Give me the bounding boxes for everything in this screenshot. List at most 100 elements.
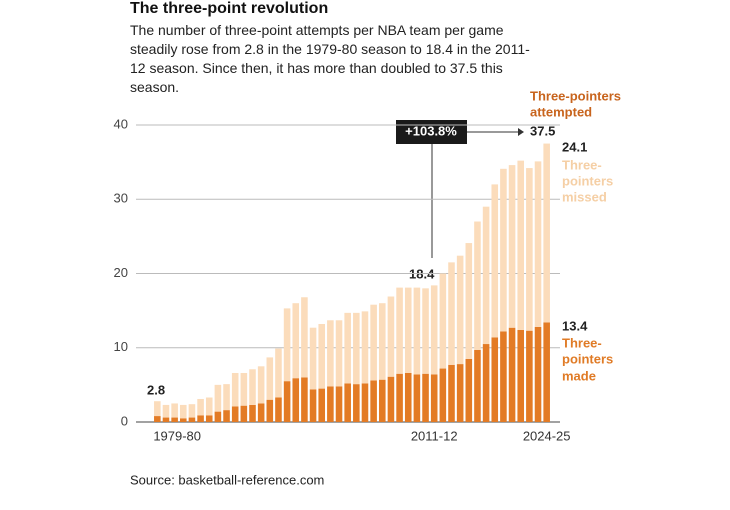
bar-segment — [327, 320, 334, 387]
bar-segment — [439, 368, 447, 422]
arrow-head — [518, 128, 524, 136]
bar-segment — [534, 326, 542, 422]
bar-segment — [534, 161, 542, 327]
bar-segment — [223, 384, 230, 411]
series-label: made — [562, 368, 596, 383]
bar-segment — [240, 372, 248, 406]
bar-segment — [249, 404, 256, 422]
bar-segment — [292, 303, 300, 379]
y-tick-label: 20 — [114, 265, 128, 280]
bar-segment — [231, 406, 239, 422]
bar-segment — [474, 349, 481, 422]
annotation: 24.1 — [562, 139, 587, 154]
bar-segment — [249, 369, 256, 405]
bar-segment — [171, 417, 178, 422]
bar-segment — [387, 376, 395, 422]
bar-segment — [422, 373, 429, 422]
bar-segment — [188, 404, 196, 418]
bar-segment — [344, 312, 351, 384]
series-label: missed — [562, 189, 607, 204]
source: Source: basketball-reference.com — [130, 472, 324, 487]
series-label: Three- — [562, 335, 602, 350]
bar-segment — [543, 143, 550, 323]
bar-segment — [283, 308, 291, 382]
bar-segment — [275, 348, 282, 398]
bar-segment — [154, 401, 161, 417]
bar-segment — [257, 366, 265, 404]
bar-segment — [353, 312, 360, 385]
bar-segment — [430, 285, 438, 375]
bar-segment — [318, 323, 326, 389]
bar-segment — [430, 374, 438, 422]
annotation: +103.8% — [405, 123, 457, 138]
bar-segment — [171, 403, 178, 418]
bar-segment — [327, 386, 334, 422]
bar-segment — [266, 357, 274, 400]
bar-segment — [214, 411, 222, 422]
bar-segment — [465, 243, 473, 359]
bar-segment — [154, 416, 161, 422]
bar-segment — [396, 373, 403, 422]
bar-segment — [465, 358, 473, 422]
bar-segment — [292, 378, 300, 422]
bar-segment — [257, 403, 265, 422]
bar-segment — [197, 415, 204, 422]
bar-segment — [231, 372, 239, 407]
bar-segment — [404, 287, 412, 373]
series-label: pointers — [562, 351, 613, 366]
chart-subtitle: The number of three-point attempts per N… — [130, 22, 530, 95]
bar-segment — [500, 168, 507, 332]
bar-segment — [517, 329, 525, 422]
bar-segment — [361, 383, 369, 422]
bar-segment — [508, 327, 516, 422]
y-tick-label: 30 — [114, 191, 128, 206]
bar-segment — [413, 287, 421, 375]
bar-segment — [508, 165, 516, 328]
bar-segment — [439, 273, 447, 369]
bar-segment — [318, 388, 326, 422]
bar-segment — [387, 296, 395, 377]
bar-segment — [344, 383, 351, 422]
annotation: 37.5 — [530, 123, 555, 138]
bar-segment — [335, 320, 343, 387]
bar-segment — [162, 404, 170, 418]
x-tick-label: 2011-12 — [411, 428, 458, 443]
bar-segment — [456, 255, 464, 365]
bar-segment — [266, 399, 274, 422]
annotation-box — [396, 120, 467, 144]
chart-title: The three-point revolution — [130, 0, 329, 17]
series-label: Three- — [562, 157, 602, 172]
bar-segment — [309, 327, 317, 390]
bar-segment — [370, 304, 377, 381]
bar-segment — [491, 184, 499, 338]
bar-segment — [240, 405, 248, 422]
bar-segment — [197, 398, 204, 416]
bar-segment — [404, 372, 412, 422]
x-tick-label: 2024-25 — [523, 428, 571, 443]
bar-segment — [301, 377, 308, 422]
annotation: 13.4 — [562, 318, 588, 333]
bar-segment — [422, 288, 429, 374]
bar-segment — [179, 418, 187, 422]
series-label: Three-pointers — [530, 88, 621, 103]
bar-segment — [353, 384, 360, 422]
bar-segment — [413, 374, 421, 422]
bar-segment — [500, 331, 507, 422]
series-label: pointers — [562, 173, 613, 188]
bar-segment — [482, 206, 490, 345]
series-label: attempted — [530, 104, 592, 119]
bar-segment — [448, 262, 455, 365]
bar-segment — [491, 337, 499, 422]
bar-segment — [448, 364, 455, 422]
bar-segment — [526, 330, 533, 422]
bar-segment — [370, 380, 377, 422]
bar-segment — [275, 397, 282, 422]
bar-segment — [301, 297, 308, 378]
bar-segment — [526, 168, 533, 331]
bar-segment — [361, 311, 369, 384]
bar-segment — [396, 287, 403, 374]
bar-segment — [223, 410, 230, 422]
bar-segment — [179, 404, 187, 419]
